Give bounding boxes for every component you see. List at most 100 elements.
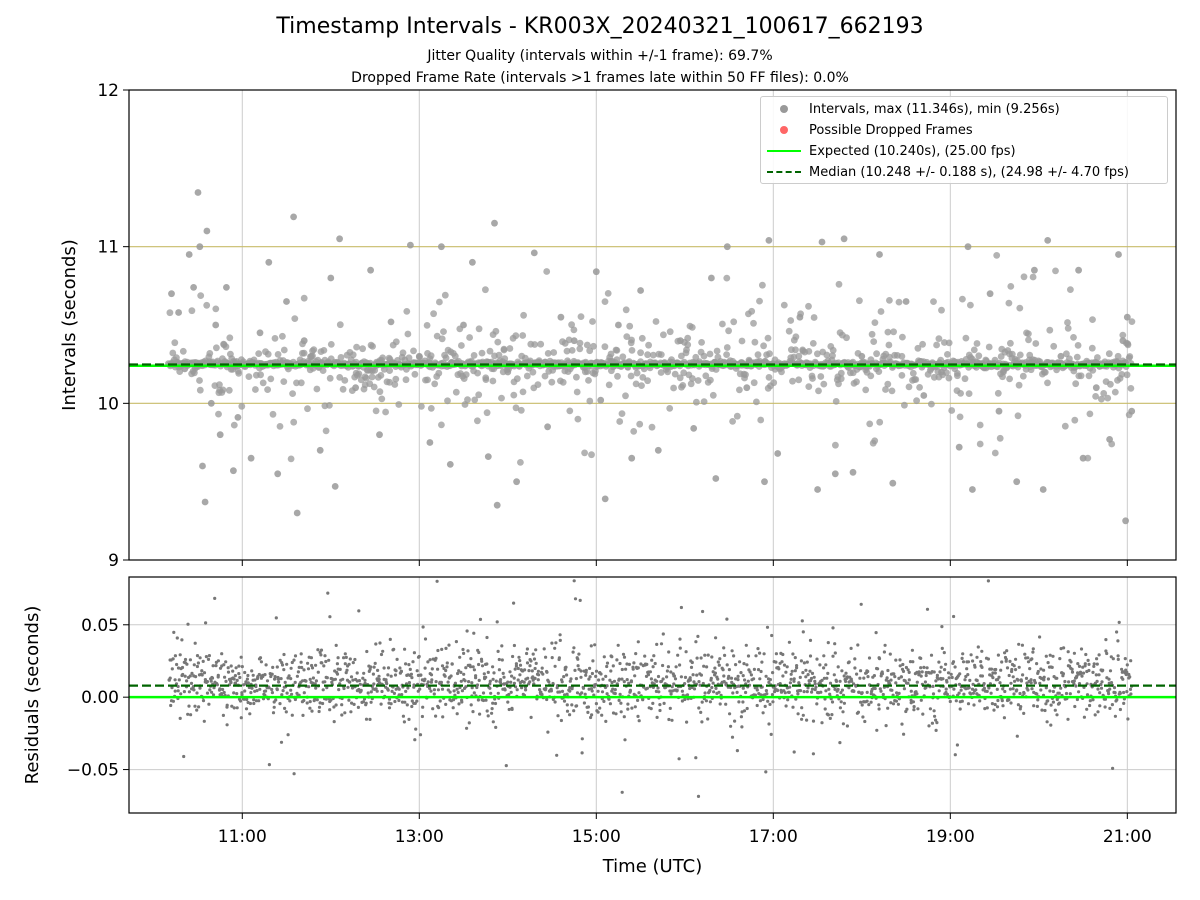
residual-point: [189, 713, 193, 717]
residual-point: [1095, 662, 1099, 666]
interval-point: [607, 350, 615, 358]
residual-point: [273, 677, 277, 681]
interval-point: [1089, 367, 1097, 374]
interval-point: [817, 373, 825, 380]
residual-point: [790, 669, 794, 673]
residual-point: [703, 691, 707, 695]
residual-point: [469, 665, 473, 669]
residual-point: [735, 749, 740, 753]
interval-point: [222, 343, 230, 351]
interval-point: [938, 368, 945, 376]
interval-point: [996, 434, 1004, 442]
residual-point: [243, 670, 247, 675]
interval-point: [754, 351, 762, 359]
residual-point: [529, 715, 533, 720]
residual-point: [767, 680, 771, 685]
residual-point: [404, 662, 408, 666]
residual-point: [840, 688, 845, 692]
interval-point: [829, 352, 836, 359]
residual-point: [516, 678, 520, 682]
residual-point: [482, 672, 486, 676]
residual-point: [634, 652, 638, 656]
residual-point: [815, 702, 819, 706]
interval-point: [885, 341, 893, 349]
residual-point: [882, 650, 887, 654]
interval-point: [512, 332, 520, 340]
residual-point: [1005, 666, 1010, 670]
residual-point: [243, 689, 247, 693]
residual-point: [886, 706, 890, 710]
residual-point: [716, 660, 720, 664]
residual-point: [456, 671, 460, 676]
residual-point: [610, 655, 614, 659]
residual-point: [210, 676, 215, 680]
interval-point: [543, 268, 551, 275]
residual-point: [531, 675, 535, 679]
residual-point: [1076, 662, 1080, 666]
interval-point: [1126, 353, 1134, 360]
residual-point: [553, 646, 557, 650]
residual-point: [792, 750, 796, 754]
interval-point: [787, 317, 795, 324]
residual-point: [362, 671, 366, 675]
dropped-frame-marker-icon: [780, 126, 788, 134]
residual-point: [991, 676, 995, 680]
residual-point: [500, 644, 504, 648]
residual-point: [971, 691, 976, 695]
residual-point: [189, 681, 194, 686]
residual-point: [1030, 657, 1034, 661]
residual-point: [430, 667, 434, 671]
residual-point: [481, 698, 486, 703]
residual-point: [210, 690, 214, 694]
residual-point: [484, 698, 488, 702]
interval-point: [402, 376, 410, 384]
residual-point: [522, 680, 526, 684]
residual-point: [741, 686, 745, 690]
residual-point: [436, 688, 440, 692]
residual-point: [769, 732, 773, 737]
residual-point: [980, 649, 984, 653]
residual-point: [432, 692, 436, 696]
residual-point: [810, 690, 814, 694]
interval-point: [835, 280, 843, 288]
residual-point: [410, 704, 414, 709]
interval-point: [589, 318, 596, 325]
interval-point: [331, 483, 339, 490]
residual-point: [173, 689, 177, 693]
residual-point: [622, 655, 627, 659]
residual-point: [658, 703, 662, 707]
residual-point: [335, 662, 339, 666]
residual-point: [423, 666, 427, 670]
residual-point: [568, 689, 572, 693]
residual-point: [636, 666, 640, 670]
interval-point: [616, 418, 624, 425]
residual-point: [389, 702, 393, 706]
residual-point: [314, 663, 318, 667]
residual-point: [810, 671, 815, 676]
residual-point: [586, 710, 590, 715]
interval-point: [446, 461, 454, 468]
residual-point: [699, 710, 703, 715]
legend-label-median: Median (10.248 +/- 0.188 s), (24.98 +/- …: [809, 164, 1129, 180]
interval-point: [871, 437, 879, 445]
residual-point: [176, 689, 180, 693]
residual-point: [344, 655, 348, 660]
interval-point: [814, 486, 821, 493]
interval-point: [790, 353, 798, 361]
residual-point: [784, 670, 788, 674]
residual-point: [845, 724, 850, 728]
residual-point: [813, 682, 817, 686]
residual-point: [1077, 682, 1082, 686]
interval-point: [795, 352, 803, 360]
interval-point: [916, 384, 923, 391]
residual-point: [588, 675, 592, 679]
residual-point: [173, 678, 177, 682]
residual-point: [636, 640, 640, 644]
interval-point: [628, 347, 636, 354]
interval-point: [583, 341, 591, 349]
residual-point: [1048, 653, 1052, 657]
residual-point: [450, 662, 454, 666]
residual-point: [1039, 688, 1043, 692]
residual-point: [1091, 698, 1095, 702]
residual-point: [451, 706, 455, 710]
